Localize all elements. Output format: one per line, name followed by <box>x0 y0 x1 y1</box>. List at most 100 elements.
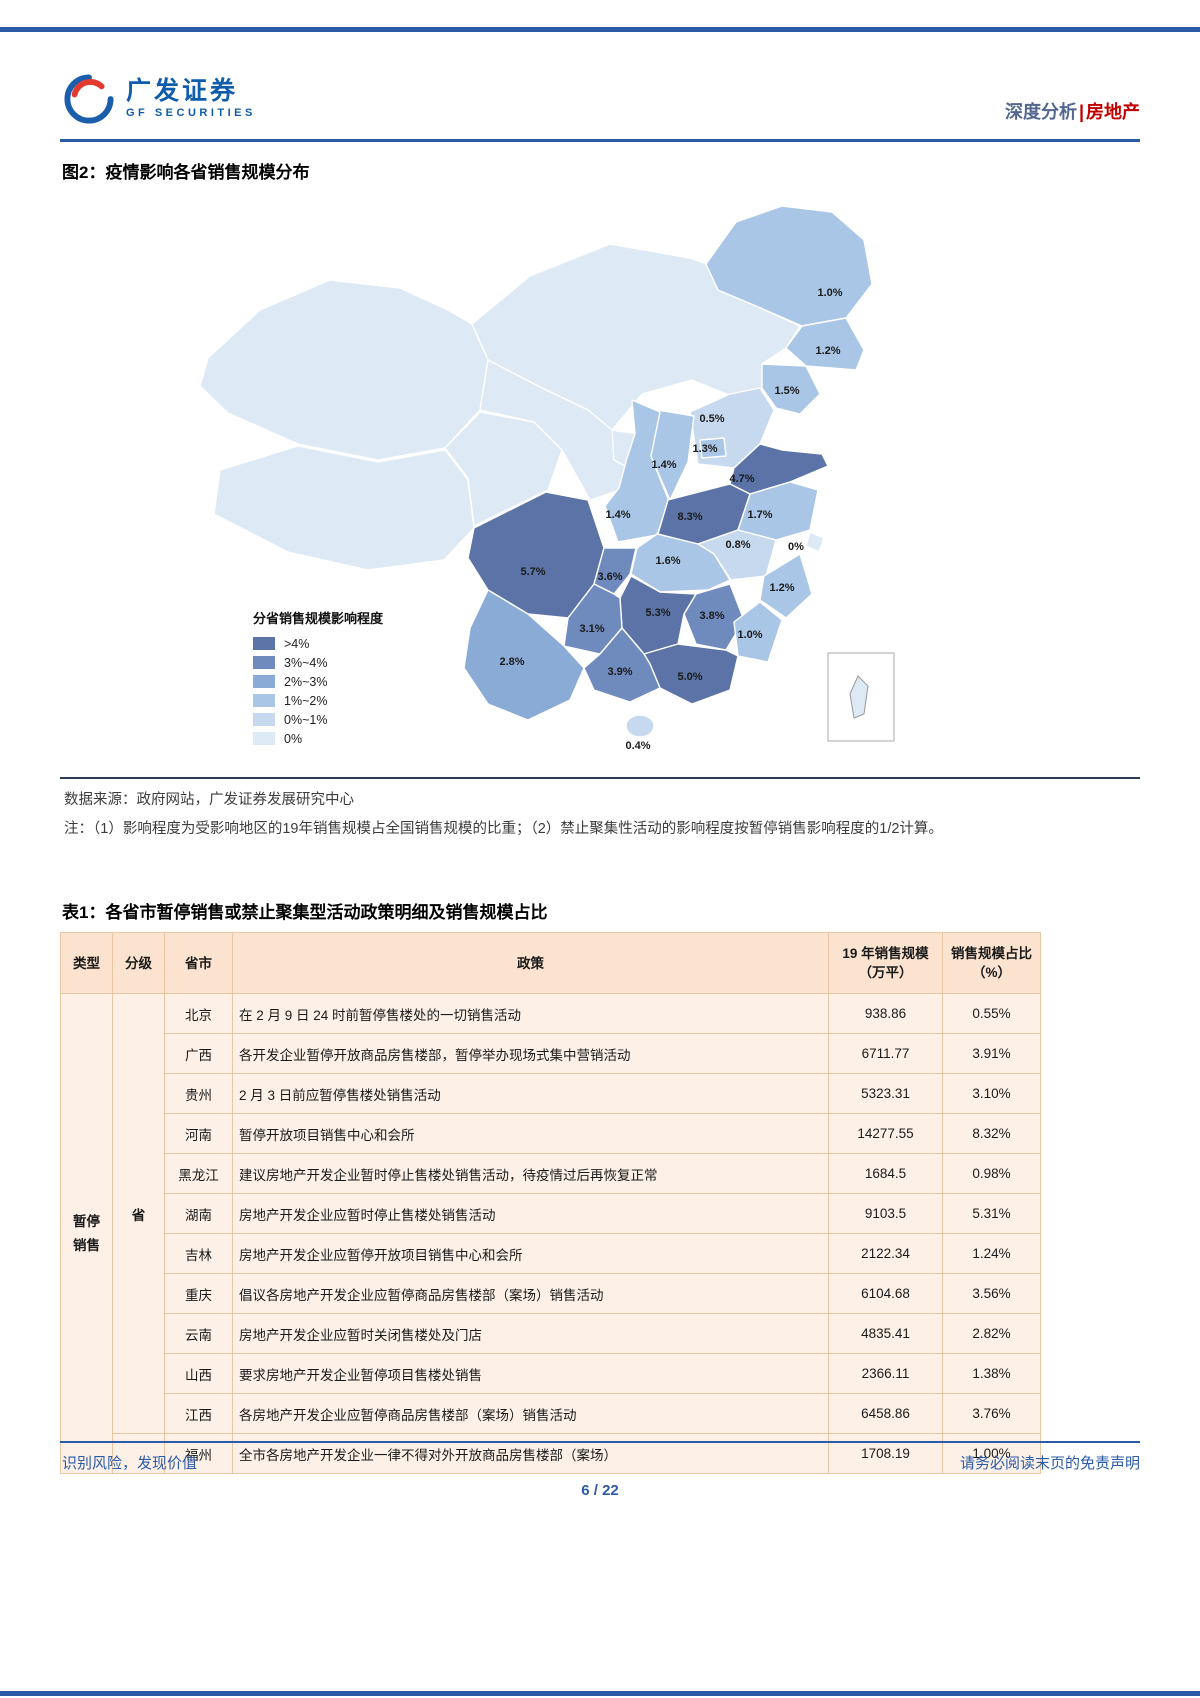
scale-cell: 2366.11 <box>828 1353 943 1394</box>
table-row: 山西 要求房地产开发企业暂停项目售楼处销售 2366.11 1.38% <box>61 1353 1041 1394</box>
policy-table: 类型 分级 省市 政策 19 年销售规模（万平） 销售规模占比（%） 暂停销售省… <box>60 932 1041 1474</box>
region-hainan <box>625 714 655 738</box>
province-cell: 云南 <box>164 1313 233 1354</box>
map-value-label-shanghai: 0% <box>788 541 804 553</box>
policy-cell: 各房地产开发企业应暂停商品房售楼部（案场）销售活动 <box>232 1393 829 1434</box>
group-level-cell: 省 <box>112 993 165 1434</box>
map-value-label-hunan: 5.3% <box>645 607 670 619</box>
region-fujian <box>733 601 783 663</box>
map-value-label-liaoning: 1.5% <box>774 385 799 397</box>
share-cell: 8.32% <box>942 1113 1041 1154</box>
col-header-level: 分级 <box>112 932 165 994</box>
region-guizhou <box>563 583 623 655</box>
map-value-label-beijing: 1.3% <box>692 443 717 455</box>
scale-cell: 9103.5 <box>828 1193 943 1234</box>
policy-cell: 房地产开发企业应暂时关闭售楼处及门店 <box>232 1313 829 1354</box>
group-type-cell: 暂停销售 <box>60 993 113 1474</box>
legend-items: >4% 3%~4% 2%~3% 1%~2% 0%~1% 0% <box>253 634 383 748</box>
map-value-label-jilin: 1.2% <box>815 345 840 357</box>
policy-cell: 在 2 月 9 日 24 时前暂停售楼处的一切销售活动 <box>232 993 829 1034</box>
policy-cell: 各开发企业暂停开放商品房售楼部，暂停举办现场式集中营销活动 <box>232 1033 829 1074</box>
province-cell: 吉林 <box>164 1233 233 1274</box>
figure-title: 图2：疫情影响各省销售规模分布 <box>62 163 310 182</box>
province-cell: 福州 <box>164 1433 233 1474</box>
legend-item: 2%~3% <box>253 672 383 691</box>
map-value-label-jiangxi: 3.8% <box>699 610 724 622</box>
share-cell: 3.76% <box>942 1393 1041 1434</box>
scale-cell: 14277.55 <box>828 1113 943 1154</box>
table-row: 湖南 房地产开发企业应暂时停止售楼处销售活动 9103.5 5.31% <box>61 1193 1041 1234</box>
region-qinghai <box>444 411 563 527</box>
province-cell: 贵州 <box>164 1073 233 1114</box>
policy-cell: 建议房地产开发企业暂时停止售楼处销售活动，待疫情过后再恢复正常 <box>232 1153 829 1194</box>
province-cell: 广西 <box>164 1033 233 1074</box>
region-yunnan <box>463 589 585 721</box>
group-level-cell <box>112 1433 165 1474</box>
table-row: 云南 房地产开发企业应暂时关闭售楼处及门店 4835.41 2.82% <box>61 1313 1041 1354</box>
table-header-row: 类型 分级 省市 政策 19 年销售规模（万平） 销售规模占比（%） <box>60 932 1041 994</box>
scale-cell: 938.86 <box>828 993 943 1034</box>
scale-cell: 6458.86 <box>828 1393 943 1434</box>
policy-cell: 倡议各房地产开发企业应暂停商品房售楼部（案场）销售活动 <box>232 1273 829 1314</box>
province-cell: 山西 <box>164 1353 233 1394</box>
top-rule <box>0 27 1200 32</box>
legend-item: 0%~1% <box>253 710 383 729</box>
region-chongqing <box>593 547 637 595</box>
table-title: 表1：各省市暂停销售或禁止聚集型活动政策明细及销售规模占比 <box>62 903 548 922</box>
figure-note: 注：（1）影响程度为受影响地区的19年销售规模占全国销售规模的比重；（2）禁止聚… <box>64 821 943 837</box>
map-value-label-zhejiang: 1.2% <box>769 582 794 594</box>
map-value-label-shanxi: 1.4% <box>651 459 676 471</box>
share-cell: 1.24% <box>942 1233 1041 1274</box>
region-guangxi <box>583 627 661 703</box>
legend-label: 0%~1% <box>284 712 328 727</box>
region-xinjiang <box>199 279 489 461</box>
report-category: 深度分析 | 房地产 <box>1005 98 1140 124</box>
map-value-label-guangxi: 3.9% <box>607 666 632 678</box>
china-map: 1.0% 1.2% 1.5% 0.5% 1.3% 1.4% 4.7% 1.4% 8.3% 1.7%… <box>190 198 910 778</box>
bottom-rule <box>0 1691 1200 1696</box>
legend-swatch-icon <box>253 675 275 688</box>
share-cell: 0.98% <box>942 1153 1041 1194</box>
scale-cell: 5323.31 <box>828 1073 943 1114</box>
table-row: 吉林 房地产开发企业应暂停开放项目销售中心和会所 2122.34 1.24% <box>61 1233 1041 1274</box>
map-value-label-shandong: 4.7% <box>729 473 754 485</box>
brand-block: 广发证券 GF SECURITIES <box>62 72 256 126</box>
legend-item: >4% <box>253 634 383 653</box>
table-row: 暂停销售省北京在 2 月 9 日 24 时前暂停售楼处的一切销售活动 938.86… <box>60 993 1041 1474</box>
policy-cell: 要求房地产开发企业暂停项目售楼处销售 <box>232 1353 829 1394</box>
table-row: 贵州 2 月 3 日前应暂停售楼处销售活动 5323.31 3.10% <box>61 1073 1041 1114</box>
province-cell: 北京 <box>164 993 233 1034</box>
legend-label: 2%~3% <box>284 674 328 689</box>
region-heilongjiang <box>705 205 873 327</box>
share-cell: 1.38% <box>942 1353 1041 1394</box>
col-header-type: 类型 <box>60 932 113 994</box>
map-value-label-fujian: 1.0% <box>737 629 762 641</box>
share-cell: 2.82% <box>942 1313 1041 1354</box>
table-row: 河南 暂停开放项目销售中心和会所 14277.55 8.32% <box>61 1113 1041 1154</box>
figure-bottom-rule <box>60 777 1140 779</box>
table-row: 重庆 倡议各房地产开发企业应暂停商品房售楼部（案场）销售活动 6104.68 3.56… <box>61 1273 1041 1314</box>
legend-label: 1%~2% <box>284 693 328 708</box>
page-number: 6 / 22 <box>581 1482 619 1499</box>
brand-name-en: GF SECURITIES <box>126 107 256 119</box>
legend-swatch-icon <box>253 732 275 745</box>
province-cell: 江西 <box>164 1393 233 1434</box>
region-zhejiang <box>759 553 813 619</box>
province-cell: 湖南 <box>164 1193 233 1234</box>
region-jilin <box>785 317 865 371</box>
col-header-province: 省市 <box>164 932 233 994</box>
legend-swatch-icon <box>253 637 275 650</box>
category-separator: | <box>1078 102 1084 122</box>
sector-label: 房地产 <box>1086 102 1140 122</box>
header-rule <box>60 139 1140 142</box>
map-value-label-heilongjiang: 1.0% <box>817 287 842 299</box>
policy-cell: 全市各房地产开发企业一律不得对外开放商品房售楼部（案场） <box>232 1433 829 1474</box>
region-shanghai <box>805 531 825 553</box>
province-cell: 河南 <box>164 1113 233 1154</box>
map-value-label-anhui: 0.8% <box>725 539 750 551</box>
policy-cell: 房地产开发企业应暂时停止售楼处销售活动 <box>232 1193 829 1234</box>
region-shaanxi <box>604 399 670 543</box>
legend-label: 0% <box>284 731 303 746</box>
share-cell: 5.31% <box>942 1193 1041 1234</box>
